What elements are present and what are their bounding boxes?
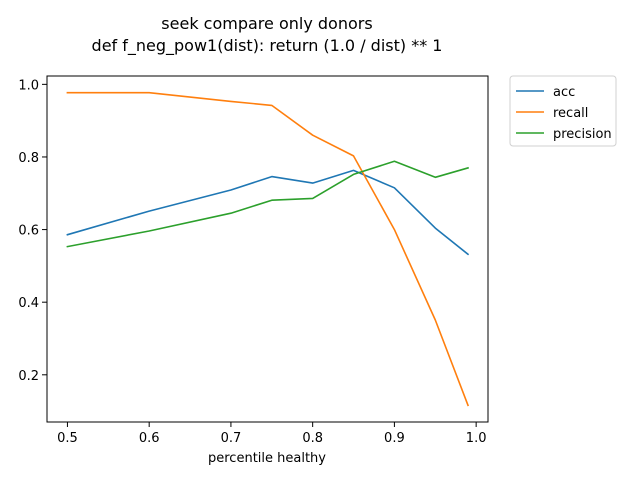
x-tick-label: 1.0 [466, 431, 487, 446]
y-tick-label: 1.0 [18, 78, 39, 93]
legend-label-acc: acc [553, 85, 575, 100]
y-tick-label: 0.4 [18, 296, 39, 311]
y-tick-label: 0.2 [18, 369, 39, 384]
x-tick-label: 0.9 [384, 431, 405, 446]
y-tick-label: 0.8 [18, 151, 39, 166]
plot-area [46, 75, 489, 423]
legend-box [509, 75, 617, 147]
x-axis-label: percentile healthy [208, 451, 326, 466]
y-tick-label: 0.6 [18, 224, 39, 239]
legend-label-recall: recall [553, 106, 588, 121]
legend-label-precision: precision [553, 127, 612, 142]
chart-subtitle: def f_neg_pow1(dist): return (1.0 / dist… [92, 36, 443, 56]
series-line-precision [66, 160, 469, 248]
chart-title: seek compare only donors [161, 14, 372, 33]
y-axis: 0.2 0.4 0.6 0.8 1.0 [18, 78, 47, 384]
x-tick-label: 0.6 [139, 431, 160, 446]
series-line-recall [66, 91, 470, 407]
x-tick-label: 0.7 [221, 431, 242, 446]
series-lines [66, 91, 470, 407]
series-line-acc [66, 169, 470, 256]
x-tick-label: 0.5 [57, 431, 78, 446]
legend: acc recall precision [509, 75, 617, 147]
x-axis: 0.5 0.6 0.7 0.8 0.9 1.0 [57, 422, 486, 446]
x-tick-label: 0.8 [302, 431, 323, 446]
